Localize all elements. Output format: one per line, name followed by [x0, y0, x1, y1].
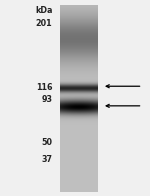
Text: 50: 50 — [42, 138, 52, 147]
Text: 116: 116 — [36, 83, 52, 92]
Text: kDa: kDa — [35, 6, 52, 15]
Text: 93: 93 — [42, 95, 52, 104]
Text: 37: 37 — [42, 155, 52, 164]
Text: 201: 201 — [36, 19, 52, 28]
